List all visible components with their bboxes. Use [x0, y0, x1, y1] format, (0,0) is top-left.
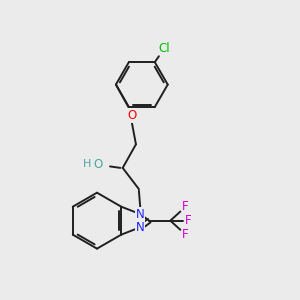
Text: F: F	[182, 200, 189, 213]
Text: N: N	[136, 221, 145, 234]
Text: F: F	[182, 228, 189, 241]
Text: O: O	[127, 109, 136, 122]
Text: Cl: Cl	[158, 42, 170, 56]
Text: O: O	[94, 158, 103, 171]
Text: H: H	[83, 159, 92, 169]
Text: F: F	[185, 214, 192, 227]
Text: N: N	[136, 208, 145, 220]
